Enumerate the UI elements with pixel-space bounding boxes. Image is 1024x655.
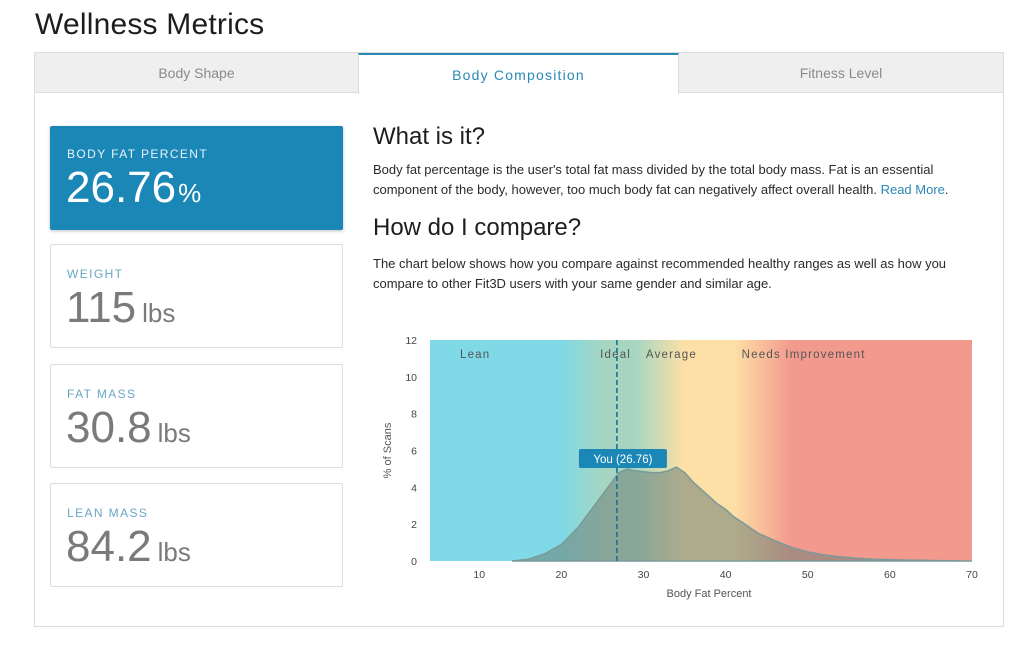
x-tick-label: 10 [473, 569, 485, 581]
metric-card-weight[interactable]: WEIGHT 115 lbs [50, 244, 343, 348]
metric-card-fat-mass[interactable]: FAT MASS 30.8 lbs [50, 364, 343, 468]
tab-body-composition[interactable]: Body Composition [358, 53, 679, 94]
compare-heading: How do I compare? [373, 214, 582, 241]
range-label-ideal: Ideal [600, 349, 631, 361]
read-more-period: . [944, 181, 949, 197]
y-tick-label: 0 [411, 556, 417, 568]
metric-number: 84.2 [66, 522, 152, 571]
what-is-it-body: Body fat percentage is the user's total … [373, 162, 934, 197]
x-tick-label: 40 [720, 569, 732, 581]
tab-bar: Body Shape Body Composition Fitness Leve… [35, 53, 1003, 94]
x-axis-label: Body Fat Percent [667, 588, 752, 600]
y-tick-label: 4 [411, 482, 417, 494]
tab-body-shape[interactable]: Body Shape [35, 53, 358, 93]
you-marker-box [578, 449, 667, 468]
metric-label: LEAN MASS [67, 506, 149, 520]
x-tick-label: 30 [638, 569, 650, 581]
metric-label: WEIGHT [67, 267, 124, 281]
metric-card-lean-mass[interactable]: LEAN MASS 84.2 lbs [50, 483, 343, 587]
metric-unit: lbs [157, 537, 191, 567]
you-marker-label: You (26.76) [593, 454, 652, 466]
tab-fitness-level[interactable]: Fitness Level [679, 53, 1003, 93]
wellness-panel: Body Shape Body Composition Fitness Leve… [34, 52, 1004, 627]
metric-card-body-fat-percent[interactable]: BODY FAT PERCENT 26.76% [50, 126, 343, 230]
metric-unit: lbs [142, 298, 176, 328]
distribution-area [512, 466, 973, 562]
metric-number: 26.76 [66, 163, 177, 212]
what-is-it-text: Body fat percentage is the user's total … [373, 160, 973, 199]
x-tick-label: 50 [802, 569, 814, 581]
metric-unit: lbs [157, 418, 191, 448]
range-label-needs-improvement: Needs Improvement [742, 349, 866, 361]
y-tick-label: 8 [411, 409, 417, 421]
x-tick-label: 20 [556, 569, 568, 581]
y-tick-label: 6 [411, 446, 417, 458]
y-axis-label: % of Scans [382, 422, 394, 478]
read-more-link[interactable]: Read More [880, 181, 945, 197]
range-label-average: Average [646, 349, 697, 361]
y-tick-label: 12 [405, 335, 417, 347]
y-tick-label: 2 [411, 519, 417, 531]
metric-value: 26.76% [66, 163, 201, 213]
y-tick-label: 10 [405, 372, 417, 384]
range-label-lean: Lean [460, 349, 490, 361]
body-fat-distribution-chart: Lean Ideal Average Needs Improvement You (26… [382, 335, 978, 600]
metric-value: 115 lbs [66, 283, 175, 333]
compare-text: The chart below shows how you compare ag… [373, 256, 947, 291]
metric-label: BODY FAT PERCENT [67, 147, 209, 161]
what-is-it-heading: What is it? [373, 123, 486, 150]
metric-value: 84.2 lbs [66, 522, 191, 572]
metric-number: 115 [66, 283, 137, 332]
metric-label: FAT MASS [67, 387, 137, 401]
metric-value: 30.8 lbs [66, 403, 191, 453]
metric-number: 30.8 [66, 403, 152, 452]
page-title: Wellness Metrics [35, 8, 265, 41]
x-tick-label: 60 [884, 569, 896, 581]
x-tick-label: 70 [966, 569, 978, 581]
metric-unit: % [178, 178, 202, 208]
